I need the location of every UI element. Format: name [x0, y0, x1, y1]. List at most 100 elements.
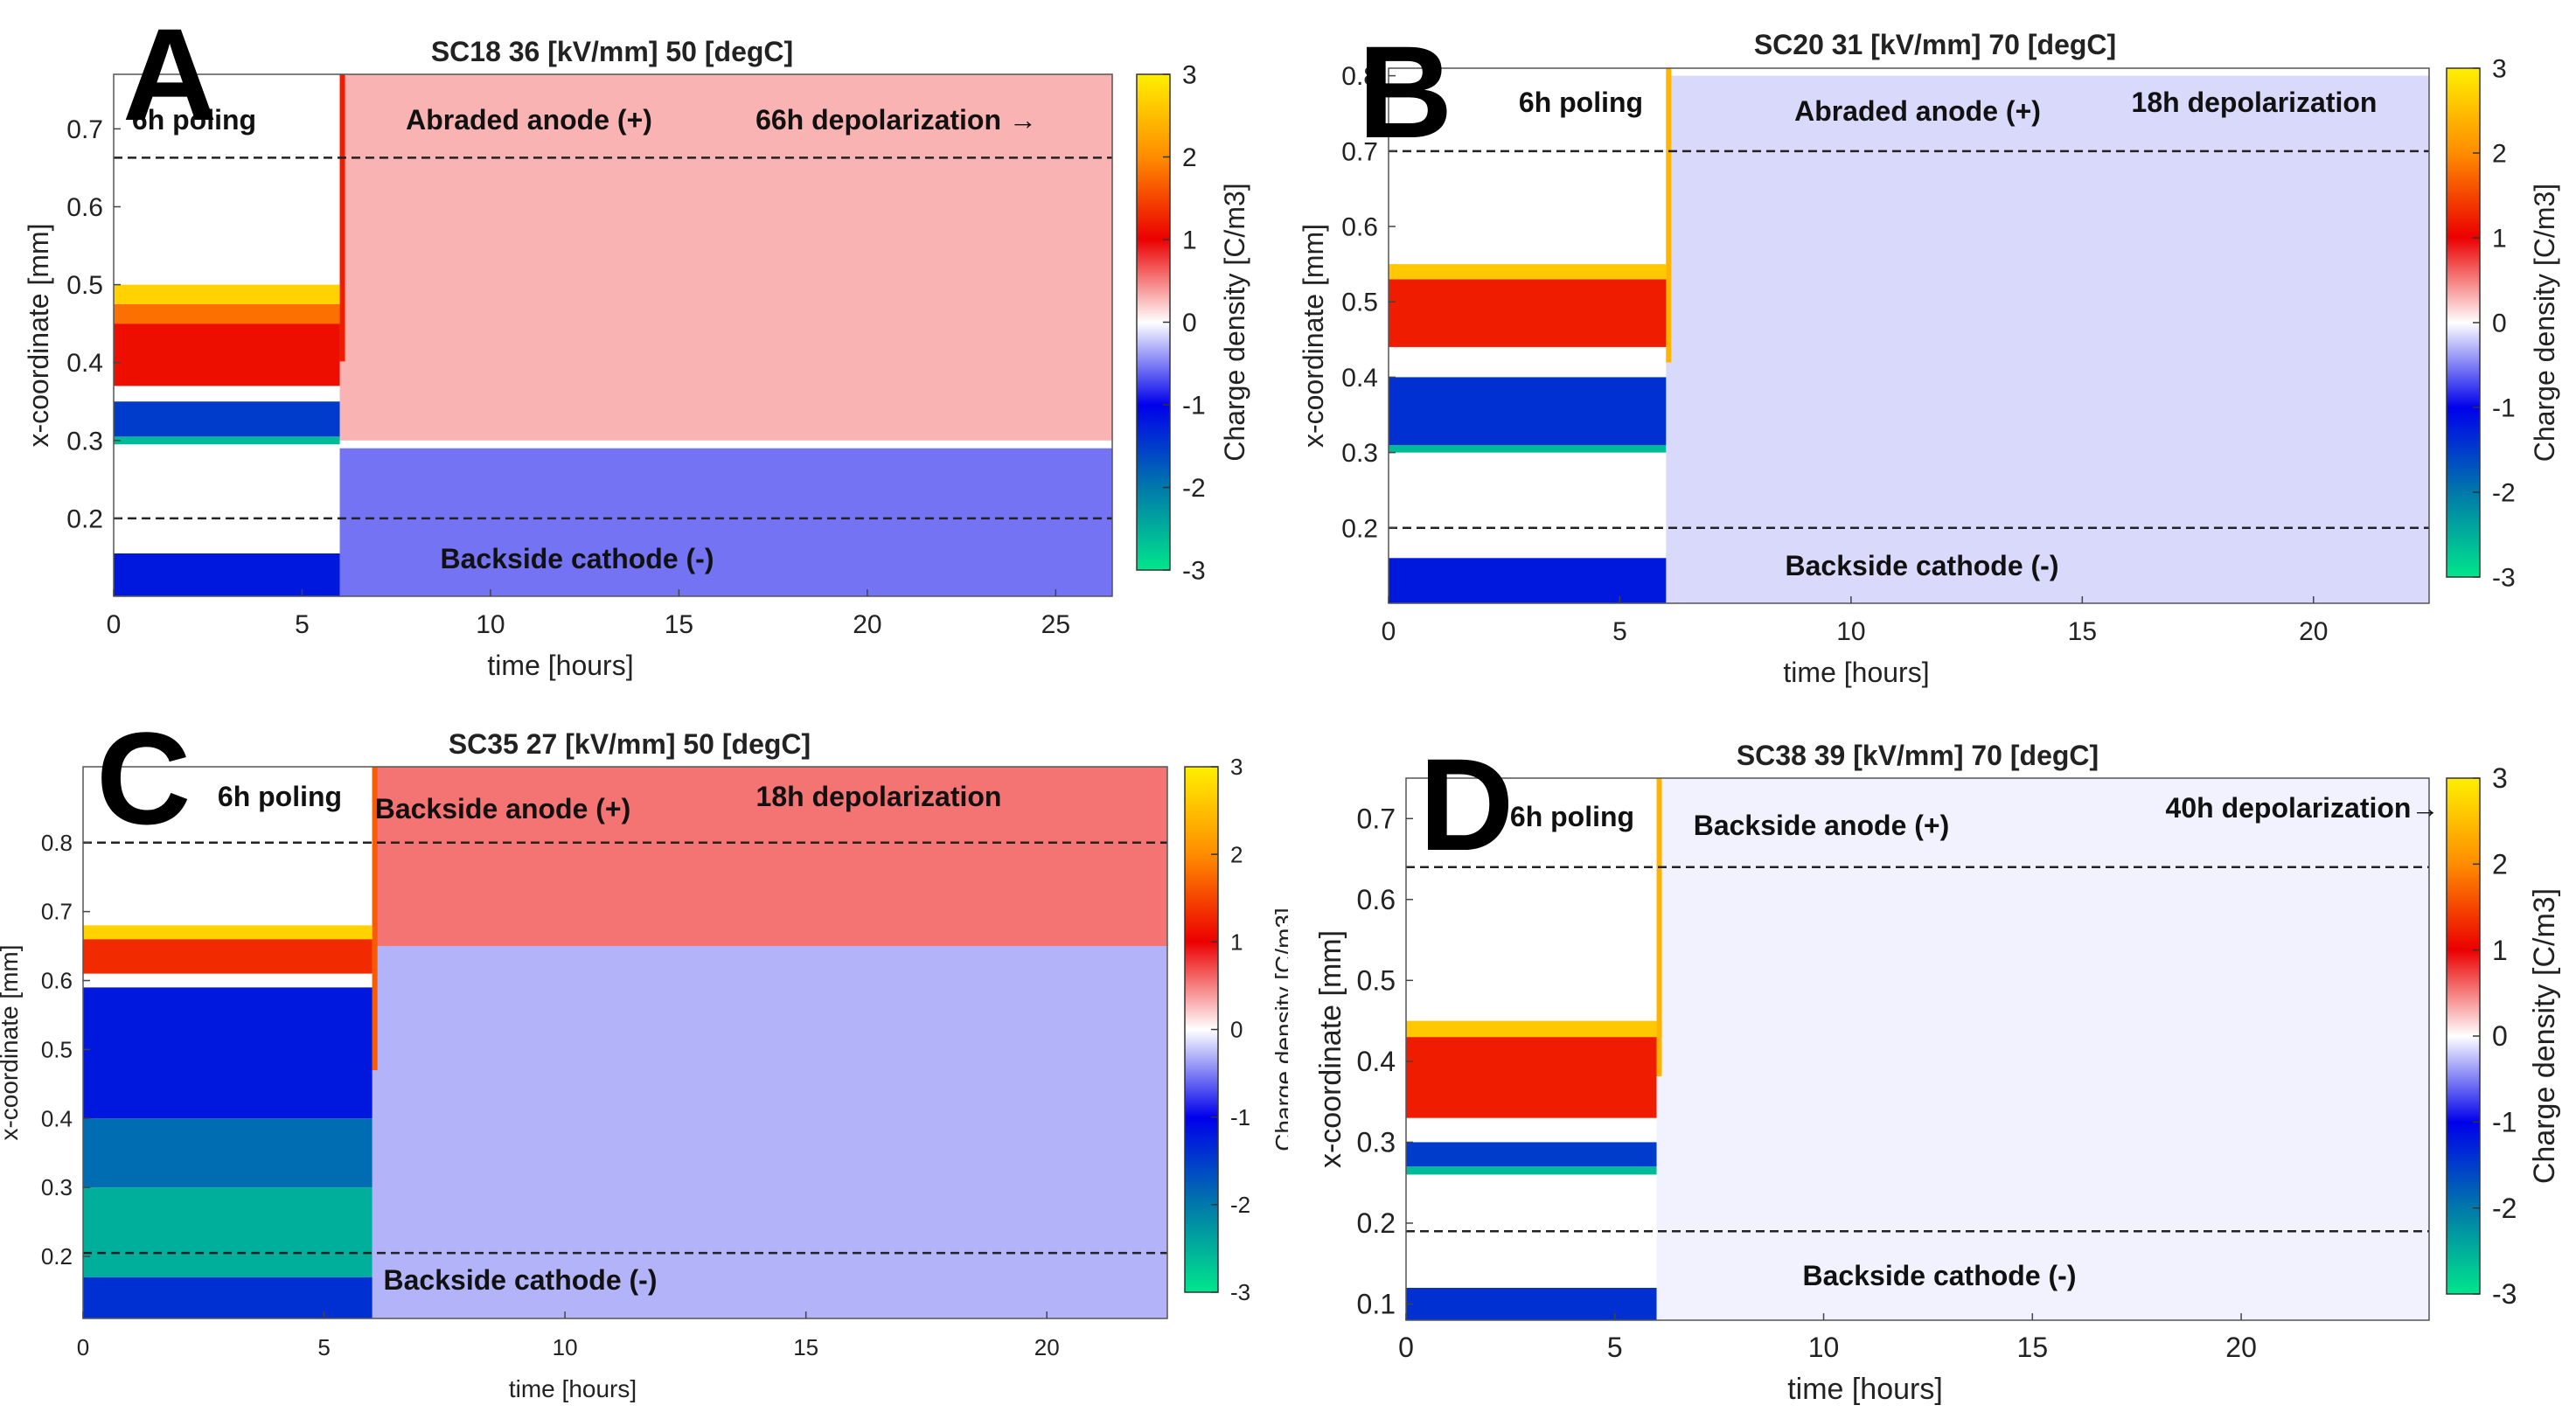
depolarization-region	[1656, 778, 2429, 1320]
depolarization-region	[339, 448, 1112, 596]
y-axis-label: x-coordinate [mm]	[1298, 224, 1329, 448]
chart-annotation: 18h depolarization	[756, 781, 1002, 812]
colorbar-label: Charge density [C/m3]	[2528, 888, 2561, 1184]
colorbar-label: Charge density [C/m3]	[1219, 183, 1250, 461]
y-tick-label: 0.3	[1341, 439, 1378, 468]
colorbar-tick-label: -3	[1230, 1279, 1250, 1305]
y-tick-label: 0.6	[41, 968, 73, 994]
poling-band	[114, 436, 340, 445]
y-tick-label: 0.6	[1341, 213, 1378, 242]
poling-band	[114, 323, 340, 386]
x-tick-label: 5	[1612, 617, 1627, 646]
poling-band	[1389, 264, 1667, 280]
poling-band	[114, 303, 340, 324]
colorbar-tick-label: -3	[2492, 564, 2516, 593]
colorbar-tick-label: -2	[2492, 479, 2516, 508]
colorbar-tick-label: 3	[1230, 754, 1243, 780]
colorbar-tick-label: -2	[2492, 1193, 2517, 1224]
poling-band	[83, 987, 372, 1119]
chart-annotation: Backside cathode (-)	[441, 543, 714, 574]
x-tick-label: 10	[553, 1334, 578, 1360]
x-tick-label: 20	[2299, 617, 2328, 646]
poling-band	[1406, 1037, 1657, 1118]
colorbar-tick-label: 2	[2492, 849, 2508, 880]
colorbar-tick-label: -3	[1182, 557, 1206, 586]
colorbar-tick-label: 3	[2492, 762, 2508, 794]
depolarization-region	[339, 74, 1112, 441]
y-tick-label: 0.6	[1357, 884, 1396, 915]
x-tick-label: 15	[2017, 1332, 2049, 1363]
plot-frame	[82, 766, 1168, 1319]
colorbar-tick-label: 3	[2492, 55, 2507, 84]
chart-title: SC18 36 [kV/mm] 50 [degC]	[431, 36, 793, 67]
plot-frame	[1405, 777, 2430, 1321]
colorbar-tick-label: -2	[1230, 1192, 1250, 1218]
colorbar-tick-label: 1	[1182, 226, 1197, 255]
colorbar-tick-label: 0	[2492, 310, 2507, 338]
y-tick-label: 0.5	[41, 1036, 73, 1062]
colorbar-tick-label: 1	[2492, 225, 2507, 254]
y-tick-label: 0.5	[1357, 965, 1396, 997]
colorbar-tick-label: -1	[2492, 1107, 2517, 1138]
x-tick-label: 5	[317, 1334, 330, 1360]
poling-band	[1389, 377, 1667, 445]
poling-band	[1389, 558, 1667, 603]
depolarization-region	[1666, 75, 2429, 603]
depolarization-region	[372, 946, 1168, 1318]
y-axis-label: x-coordinate [mm]	[0, 944, 23, 1140]
x-tick-label: 0	[77, 1334, 89, 1360]
poling-band	[1406, 1142, 1657, 1167]
poling-band	[1389, 444, 1667, 453]
poling-band	[83, 1276, 372, 1318]
x-tick-label: 15	[793, 1334, 818, 1360]
y-tick-label: 0.5	[66, 271, 103, 300]
colorbar-tick-label: -1	[1230, 1104, 1250, 1130]
colorbar-tick-label: -1	[2492, 394, 2516, 423]
poling-band	[114, 553, 340, 596]
chart-annotation: Backside anode (+)	[375, 793, 631, 824]
y-tick-label: 0.8	[1341, 62, 1378, 91]
y-tick-label: 0.2	[41, 1243, 73, 1269]
x-tick-label: 5	[295, 610, 310, 639]
colorbar-tick-label: -1	[1182, 392, 1206, 421]
poling-band	[83, 939, 372, 974]
y-axis-label: x-coordinate [mm]	[1314, 930, 1347, 1168]
depolarization-region	[372, 767, 1168, 947]
depolarization-onset	[1666, 68, 1672, 363]
y-tick-label: 0.5	[1341, 289, 1378, 317]
panel-b: 0 5 10 15 20 0.2 0.3 0.4 0.5 0.6 0.7 0.8 time [hours…	[1288, 0, 2576, 699]
colorbar-tick-label: 2	[1182, 143, 1197, 172]
x-tick-label: 25	[1041, 610, 1070, 639]
panel-letter-c: C	[96, 705, 191, 852]
chart-annotation: 6h poling	[1519, 87, 1643, 118]
chart-annotation: Backside anode (+)	[1694, 810, 1950, 841]
chart-annotation: 6h poling	[132, 104, 256, 136]
chart-annotation: Abraded anode (+)	[406, 104, 652, 136]
y-tick-label: 0.3	[41, 1174, 73, 1200]
poling-band	[83, 925, 372, 940]
colorbar-tick-label: 2	[2492, 140, 2507, 169]
colorbar-tick-label: -3	[2492, 1278, 2517, 1310]
x-tick-label: 10	[1808, 1332, 1840, 1363]
x-tick-label: 20	[2225, 1332, 2257, 1363]
x-axis-label: time [hours]	[1783, 657, 1929, 688]
y-tick-label: 0.2	[1357, 1207, 1396, 1239]
y-tick-label: 0.2	[66, 504, 103, 533]
x-tick-label: 20	[853, 610, 881, 639]
plot-frame	[113, 73, 1113, 597]
y-tick-label: 0.4	[41, 1105, 73, 1131]
chart-annotation: 6h poling	[218, 781, 342, 812]
poling-band	[1406, 1166, 1657, 1175]
poling-band	[83, 1118, 372, 1188]
y-tick-label: 0.3	[1357, 1127, 1396, 1158]
colorbar-tick-label: 0	[1182, 309, 1197, 337]
y-tick-label: 0.7	[41, 899, 73, 925]
chart-annotation: 18h depolarization	[2132, 87, 2378, 118]
chart-annotation: Abraded anode (+)	[1794, 95, 2041, 127]
y-tick-label: 0.7	[1357, 803, 1396, 834]
x-tick-label: 0	[1382, 617, 1396, 646]
x-tick-label: 20	[1034, 1334, 1060, 1360]
colorbar-tick-label: 2	[1230, 841, 1243, 867]
